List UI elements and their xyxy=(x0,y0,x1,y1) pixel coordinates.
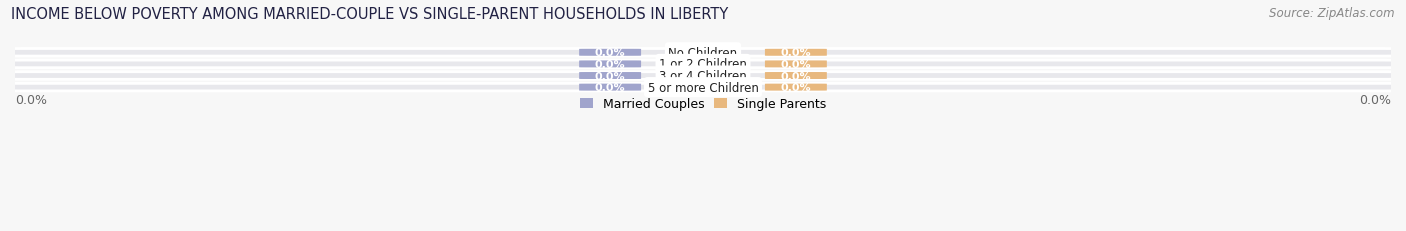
FancyBboxPatch shape xyxy=(11,61,1395,68)
Text: 0.0%: 0.0% xyxy=(15,94,46,106)
Text: 5 or more Children: 5 or more Children xyxy=(648,81,758,94)
FancyBboxPatch shape xyxy=(11,73,1395,80)
Text: 0.0%: 0.0% xyxy=(780,60,811,70)
FancyBboxPatch shape xyxy=(765,73,827,80)
Text: INCOME BELOW POVERTY AMONG MARRIED-COUPLE VS SINGLE-PARENT HOUSEHOLDS IN LIBERTY: INCOME BELOW POVERTY AMONG MARRIED-COUPL… xyxy=(11,7,728,22)
Text: 0.0%: 0.0% xyxy=(780,83,811,93)
Text: 1 or 2 Children: 1 or 2 Children xyxy=(659,58,747,71)
FancyBboxPatch shape xyxy=(579,50,641,57)
Legend: Married Couples, Single Parents: Married Couples, Single Parents xyxy=(575,93,831,116)
FancyBboxPatch shape xyxy=(765,50,827,57)
FancyBboxPatch shape xyxy=(579,61,641,68)
FancyBboxPatch shape xyxy=(11,84,1395,91)
Text: 0.0%: 0.0% xyxy=(595,71,626,81)
FancyBboxPatch shape xyxy=(11,49,1395,57)
FancyBboxPatch shape xyxy=(765,61,827,68)
Text: 0.0%: 0.0% xyxy=(780,71,811,81)
FancyBboxPatch shape xyxy=(579,73,641,80)
Text: 3 or 4 Children: 3 or 4 Children xyxy=(659,70,747,83)
Text: 0.0%: 0.0% xyxy=(595,48,626,58)
Text: 0.0%: 0.0% xyxy=(595,83,626,93)
FancyBboxPatch shape xyxy=(765,84,827,91)
FancyBboxPatch shape xyxy=(579,84,641,91)
Text: 0.0%: 0.0% xyxy=(1360,94,1391,106)
Text: No Children: No Children xyxy=(668,47,738,60)
Text: 0.0%: 0.0% xyxy=(595,60,626,70)
Text: Source: ZipAtlas.com: Source: ZipAtlas.com xyxy=(1270,7,1395,20)
Text: 0.0%: 0.0% xyxy=(780,48,811,58)
